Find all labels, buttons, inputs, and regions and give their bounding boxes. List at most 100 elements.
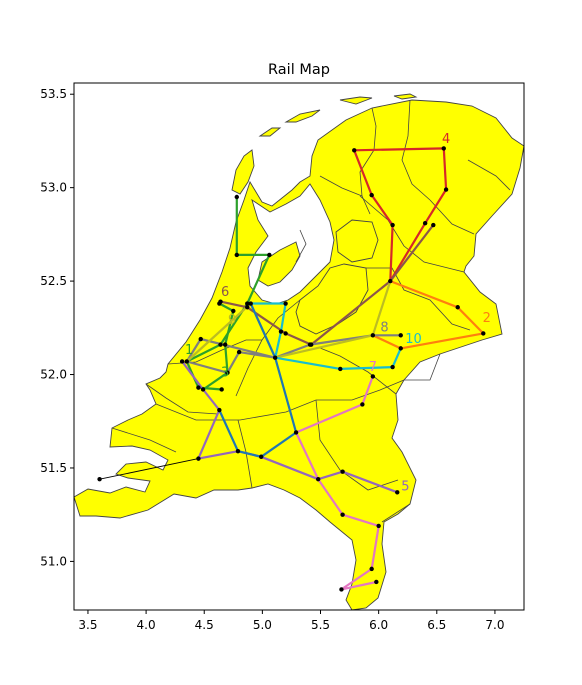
- ameland: [339, 96, 373, 105]
- station-point: [218, 299, 223, 304]
- y-tick-label: 53.5: [40, 87, 67, 101]
- y-tick-label: 53.0: [40, 181, 67, 195]
- y-tick-label: 51.5: [40, 461, 67, 475]
- route-line-1: [185, 197, 271, 391]
- station-point: [198, 336, 203, 342]
- station-point: [248, 301, 253, 306]
- x-axis: 3.5 4.0 4.5 5.0 5.5 6.0 6.5 7.0: [78, 610, 504, 632]
- route-label-3: 3: [221, 365, 229, 380]
- y-axis: 51.0 51.5 52.0 52.5 53.0 53.5: [40, 87, 74, 568]
- station-point: [231, 308, 236, 314]
- route-label-7: 7: [369, 360, 377, 375]
- route-label-9: 9: [228, 313, 236, 328]
- station-point: [395, 490, 400, 495]
- station-point: [196, 385, 201, 390]
- station-point: [443, 187, 449, 192]
- station-point: [455, 305, 460, 310]
- markermeer-shore: [257, 241, 301, 287]
- station-point: [283, 301, 288, 306]
- station-point: [245, 305, 250, 310]
- station-point: [390, 222, 395, 228]
- province-borders: [111, 99, 511, 523]
- station-point: [293, 430, 299, 435]
- route-label-10: 10: [405, 332, 422, 347]
- station-point: [352, 148, 357, 153]
- x-tick-label: 5.0: [253, 618, 272, 632]
- station-point: [307, 342, 313, 347]
- station-point: [179, 359, 185, 364]
- flevoland: [295, 263, 369, 335]
- axes-frame: [73, 82, 525, 611]
- mainland: [74, 99, 524, 610]
- station-point: [441, 146, 446, 151]
- station-point: [374, 579, 379, 585]
- route-label-5: 5: [401, 479, 409, 494]
- netherlands-land: [74, 93, 524, 610]
- station-point: [225, 370, 230, 375]
- texel: [231, 149, 255, 195]
- rail-stations: [97, 146, 486, 592]
- station-point: [196, 456, 201, 461]
- route-line-12: [99, 458, 199, 480]
- station-point: [259, 454, 264, 459]
- noordoostpolder: [335, 219, 379, 263]
- station-point: [340, 469, 345, 474]
- station-point: [245, 301, 250, 306]
- station-point: [200, 387, 206, 392]
- station-point: [218, 342, 223, 347]
- route-label-2: 2: [483, 311, 491, 326]
- route-label-4: 4: [442, 132, 450, 147]
- station-point: [369, 566, 374, 572]
- station-point: [234, 194, 239, 200]
- station-point: [234, 252, 239, 258]
- station-point: [422, 220, 428, 226]
- y-tick-label: 51.0: [40, 554, 67, 568]
- station-point: [370, 333, 376, 338]
- x-tick-label: 6.0: [369, 618, 388, 632]
- chart-title: Rail Map: [268, 62, 330, 78]
- x-tick-label: 4.5: [195, 618, 214, 632]
- station-point: [390, 364, 395, 370]
- station-point: [222, 342, 228, 347]
- station-point: [398, 346, 403, 351]
- y-tick-label: 52.5: [40, 274, 67, 288]
- route-line-6: [220, 224, 435, 346]
- station-point: [360, 402, 365, 407]
- station-point: [235, 448, 241, 454]
- station-point: [339, 587, 344, 592]
- y-tick-label: 52.0: [40, 368, 67, 382]
- station-point: [272, 355, 278, 360]
- station-point: [278, 329, 284, 334]
- x-tick-label: 3.5: [78, 618, 97, 632]
- x-tick-label: 5.5: [311, 618, 330, 632]
- station-point: [398, 333, 403, 338]
- station-point: [283, 331, 288, 336]
- station-point: [369, 192, 374, 198]
- station-point: [315, 476, 321, 482]
- vlieland: [258, 127, 282, 137]
- station-point: [97, 476, 102, 482]
- route-label-1: 1: [185, 343, 193, 358]
- route-label-8: 8: [380, 321, 388, 336]
- terschelling: [284, 109, 321, 123]
- station-point: [370, 374, 376, 379]
- station-point: [431, 222, 436, 228]
- x-tick-label: 6.5: [427, 618, 446, 632]
- station-point: [184, 359, 189, 364]
- station-point: [217, 407, 222, 413]
- x-tick-label: 4.0: [137, 618, 156, 632]
- station-point: [338, 366, 343, 372]
- route-labels: 1 2 3 4 5 6 7 8 9 10: [185, 132, 491, 495]
- station-point: [236, 349, 242, 355]
- route-line-4: [353, 147, 448, 283]
- station-point: [481, 331, 486, 336]
- route-line-11: [218, 303, 298, 458]
- station-point: [219, 387, 224, 392]
- station-point: [388, 278, 393, 284]
- route-label-6: 6: [221, 285, 229, 300]
- x-tick-label: 7.0: [485, 618, 504, 632]
- station-point: [267, 252, 272, 258]
- schiermonnikoog: [393, 93, 418, 100]
- station-point: [340, 512, 345, 517]
